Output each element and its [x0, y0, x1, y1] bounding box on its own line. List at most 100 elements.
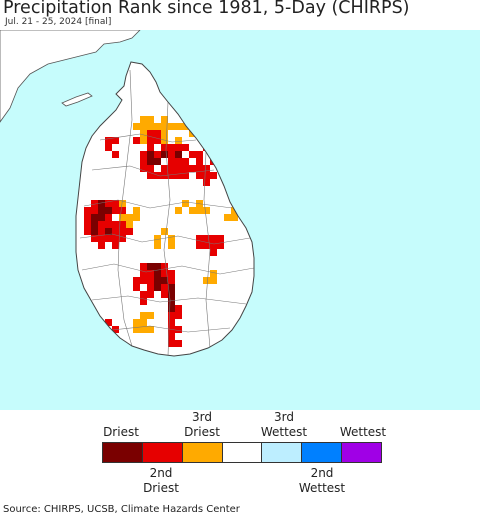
rank-cell [210, 242, 217, 249]
rank-cell [147, 312, 154, 319]
legend-label-third-driest: 3rd Driest [184, 410, 220, 439]
rank-cell [203, 207, 210, 214]
rank-cell [147, 116, 154, 123]
rank-cell [98, 207, 105, 214]
rank-cell [98, 228, 105, 235]
rank-cell [203, 179, 210, 186]
rank-cell [182, 144, 189, 151]
rank-cell [147, 172, 154, 179]
rank-cell [91, 207, 98, 214]
rank-cell [154, 263, 161, 270]
rank-cell [154, 123, 161, 130]
rank-cell [147, 123, 154, 130]
rank-cell [168, 333, 175, 340]
rank-cell [147, 277, 154, 284]
rank-cell [161, 116, 168, 123]
rank-cell [140, 116, 147, 123]
rank-cell [210, 172, 217, 179]
rank-cell [119, 235, 126, 242]
rank-cell [161, 228, 168, 235]
rank-cell [140, 298, 147, 305]
rank-cell [98, 242, 105, 249]
legend-label-wettest: Wettest [339, 425, 387, 439]
rank-cell [147, 263, 154, 270]
rank-cell [112, 151, 119, 158]
rank-cell [154, 151, 161, 158]
rank-cell [105, 144, 112, 151]
rank-cell [210, 270, 217, 277]
rank-cell [119, 207, 126, 214]
rank-cell [231, 214, 238, 221]
legend-swatch-third-driest [182, 443, 223, 462]
rank-cell [140, 319, 147, 326]
rank-cell [182, 165, 189, 172]
map-subtitle: Jul. 21 - 25, 2024 [final] [5, 17, 112, 27]
rank-cell [140, 123, 147, 130]
rank-cell [119, 214, 126, 221]
legend-color-bar [102, 442, 382, 463]
rank-cell [154, 242, 161, 249]
rank-cell [203, 242, 210, 249]
rank-cell [154, 277, 161, 284]
rank-cell [105, 228, 112, 235]
rank-cell [140, 130, 147, 137]
rank-cell [119, 221, 126, 228]
rank-cell [182, 200, 189, 207]
rank-cell [161, 277, 168, 284]
rank-cell [175, 123, 182, 130]
rank-cell [119, 228, 126, 235]
rank-cell [140, 326, 147, 333]
rank-cell [112, 235, 119, 242]
rank-cell [196, 151, 203, 158]
rank-cell [91, 228, 98, 235]
rank-cell [168, 172, 175, 179]
rank-cell [168, 242, 175, 249]
rank-cell [161, 151, 168, 158]
rank-cell [147, 326, 154, 333]
rank-cell [182, 172, 189, 179]
rank-cell [154, 172, 161, 179]
rank-cell [161, 137, 168, 144]
rank-cell [91, 200, 98, 207]
rank-cell [217, 235, 224, 242]
rank-cell [112, 137, 119, 144]
legend-label-driest: Driest [103, 425, 139, 439]
rank-cell [147, 165, 154, 172]
district-borders [79, 69, 254, 356]
rank-cell [161, 291, 168, 298]
rank-cell [196, 158, 203, 165]
rank-cell [154, 137, 161, 144]
rank-cell [189, 151, 196, 158]
map-title: Precipitation Rank since 1981, 5-Day (CH… [3, 0, 410, 18]
rank-cell [147, 270, 154, 277]
rank-cell [154, 158, 161, 165]
rank-cell [168, 340, 175, 347]
rank-cell [168, 270, 175, 277]
rank-cell [161, 165, 168, 172]
mannar-island [61, 92, 93, 107]
rank-cell [126, 214, 133, 221]
rank-cell [168, 158, 175, 165]
rank-cell [84, 214, 91, 221]
rank-cell [147, 151, 154, 158]
rank-cell [112, 200, 119, 207]
rank-cell [154, 270, 161, 277]
rank-cell [175, 305, 182, 312]
rank-cell [105, 200, 112, 207]
rank-cell [126, 221, 133, 228]
rank-cell [196, 235, 203, 242]
rank-cell [175, 326, 182, 333]
rank-cell [168, 319, 175, 326]
rank-cell [98, 214, 105, 221]
rank-cell [175, 158, 182, 165]
rank-cell [161, 263, 168, 270]
rank-cell [175, 137, 182, 144]
rank-cell [224, 214, 231, 221]
rank-cell [189, 207, 196, 214]
rank-cell [196, 172, 203, 179]
rank-cell [182, 158, 189, 165]
rank-cell [105, 319, 112, 326]
rank-cell [168, 298, 175, 305]
rank-cell [98, 235, 105, 242]
rank-cell [112, 242, 119, 249]
